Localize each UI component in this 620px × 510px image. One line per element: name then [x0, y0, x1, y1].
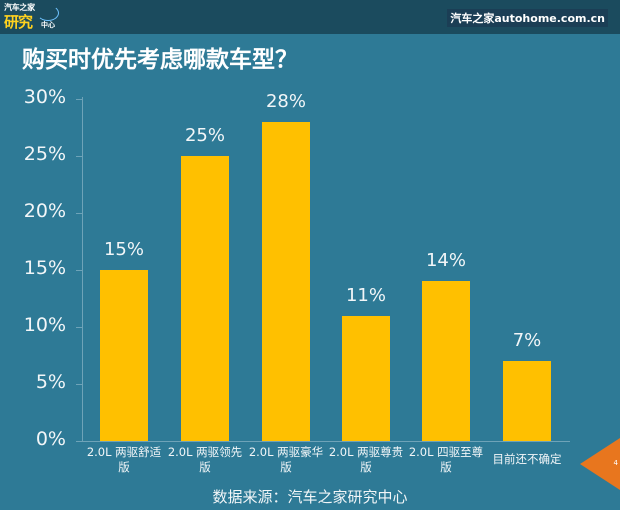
bar-value-label: 25%: [184, 125, 225, 146]
slide-title: 购买时优先考虑哪款车型？: [22, 47, 298, 73]
bar: [422, 281, 470, 441]
bar-value-label: 28%: [265, 90, 306, 112]
logo-line1: 汽车之家: [4, 3, 35, 12]
x-category-label: 2.0L 两驱豪华版: [248, 445, 324, 474]
y-tick-mark: [76, 270, 82, 271]
page-marker: [580, 438, 620, 490]
y-tick-mark: [76, 384, 82, 385]
bar: [503, 361, 551, 441]
bar-value-label: 14%: [425, 250, 466, 272]
y-tick-label: 20%: [23, 200, 66, 222]
y-tick-mark: [76, 99, 82, 100]
logo-swoosh-icon: [37, 5, 59, 21]
data-source: 数据来源：汽车之家研究中心: [212, 488, 408, 506]
y-tick-mark: [76, 156, 82, 157]
x-category-label: 2.0L 四驱至尊版: [408, 445, 484, 474]
y-tick-mark: [76, 441, 82, 442]
y-tick-label: 15%: [23, 257, 66, 279]
bar-value-label: 11%: [345, 284, 386, 306]
y-tick-label: 25%: [23, 143, 66, 165]
y-tick-mark: [76, 327, 82, 328]
y-tick-label: 10%: [23, 314, 66, 336]
bar: [181, 156, 229, 441]
logo-line3: 中心: [41, 21, 55, 29]
y-axis: [82, 97, 83, 442]
y-tick-label: 30%: [23, 86, 66, 108]
page-number: 4: [613, 459, 618, 467]
x-category-label: 2.0L 两驱领先版: [167, 445, 243, 474]
autohome-research-logo: 汽车之家 研究 中心: [4, 2, 64, 32]
x-category-label: 2.0L 两驱尊贵版: [328, 445, 404, 474]
site-url: 汽车之家autohome.com.cn: [447, 9, 608, 27]
bar: [100, 270, 148, 441]
y-tick-label: 5%: [35, 371, 66, 393]
bar-value-label: 7%: [512, 330, 542, 352]
bar: [342, 315, 390, 441]
y-tick-mark: [76, 213, 82, 214]
x-category-label: 目前还不确定: [492, 452, 562, 466]
logo-line2: 研究: [4, 13, 33, 31]
x-axis: [76, 441, 570, 442]
x-category-label: 2.0L 两驱舒适版: [86, 445, 162, 474]
y-tick-label: 0%: [35, 428, 66, 450]
bar-value-label: 15%: [103, 239, 144, 260]
top-bar: 汽车之家 研究 中心 汽车之家autohome.com.cn: [0, 0, 620, 34]
bar: [262, 121, 310, 441]
